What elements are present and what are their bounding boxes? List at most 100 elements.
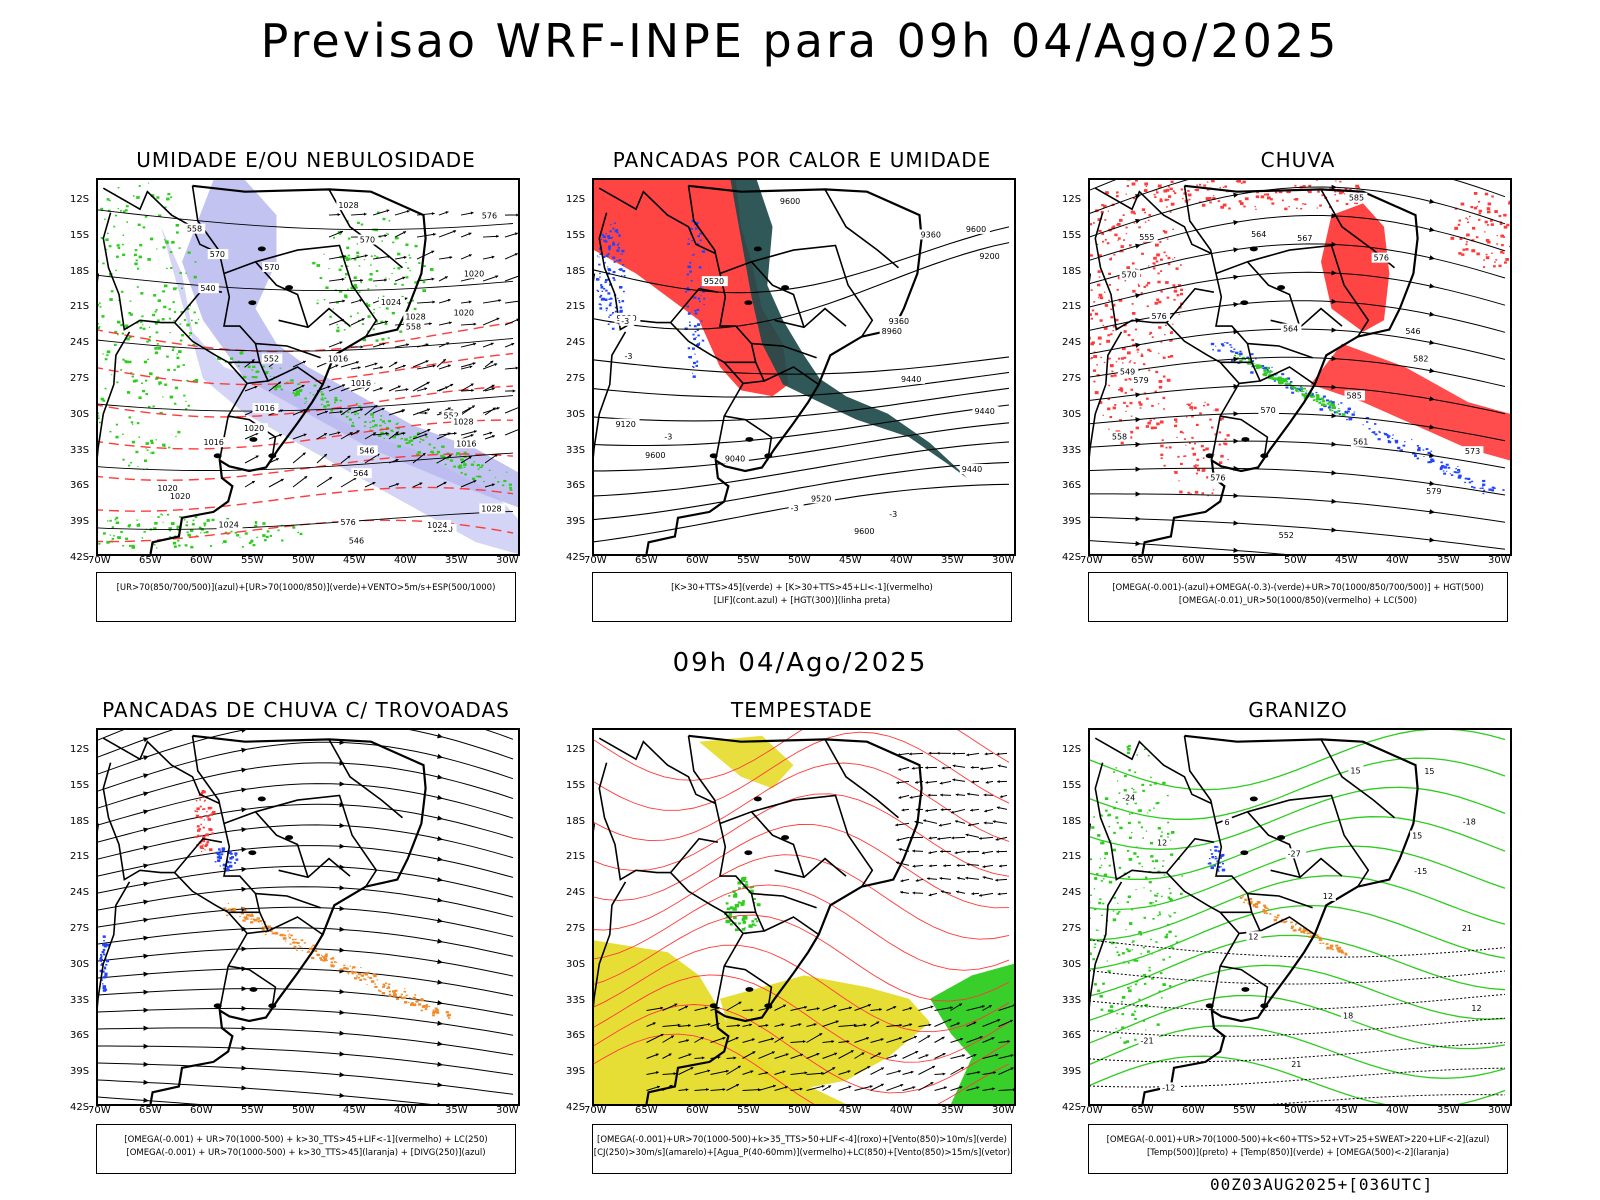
omega-strong-area: [1308, 395, 1311, 397]
wind-vector: [372, 432, 389, 436]
temp-850-contour: [1116, 780, 1119, 782]
temp-850-contour: [1108, 880, 1113, 884]
lifted-index-contour: [605, 310, 608, 312]
humidity-low-level-area: [120, 290, 124, 293]
omega-area: [1346, 419, 1348, 421]
streamline: [1090, 180, 1506, 214]
longitude-tick-label: 40W: [890, 1105, 913, 1116]
coastline-east: [149, 734, 427, 1104]
omega-area: [1371, 431, 1374, 433]
humidity-low-level-area: [242, 375, 247, 379]
latitude-tick-label: 27S: [70, 923, 90, 934]
humidity-low-level-area: [170, 196, 173, 199]
rain-area: [1141, 252, 1144, 255]
temp-850-contour: [1107, 970, 1111, 973]
humidity-low-level-area: [98, 302, 101, 304]
rain-area: [1133, 222, 1136, 224]
omega-strong-area: [1270, 371, 1273, 373]
temp-850-contour: [1144, 1003, 1148, 1007]
rain-area: [1199, 412, 1202, 415]
wind-vector-head: [848, 1085, 852, 1089]
rain-area: [1186, 416, 1188, 418]
rain-area: [1107, 334, 1111, 337]
lifted-index-contour: [617, 246, 620, 249]
rain-area: [1135, 180, 1138, 182]
wind-850-area: [726, 907, 731, 911]
humidity-low-level-area: [388, 220, 391, 222]
streamline-arrow: [437, 897, 443, 903]
humidity-low-level-area: [405, 276, 409, 279]
temp-850-contour: [1112, 918, 1117, 922]
rain-area: [1139, 407, 1142, 409]
wind-vector-head: [898, 767, 902, 771]
humidity-low-level-area: [122, 234, 125, 236]
wind-vector: [292, 475, 308, 488]
streamline-arrow: [1429, 198, 1435, 204]
humidity-low-level-area: [272, 385, 275, 387]
humidity-low-level-area: [345, 273, 348, 276]
moisture-contour: [594, 1033, 1010, 1104]
latitude-tick-label: 36S: [70, 1030, 90, 1042]
rain-area: [1179, 430, 1183, 434]
contour-label-bg: [1410, 830, 1426, 841]
wind-vector-head: [750, 1008, 754, 1012]
temp-850-contour: [1104, 852, 1108, 855]
state-border: [751, 892, 817, 909]
hail-index-area: [1216, 846, 1219, 848]
contour-label-bg: [1137, 231, 1158, 242]
omega-area: [1299, 389, 1303, 392]
wind-vector-head: [927, 793, 931, 797]
rain-area: [1117, 357, 1121, 360]
omega-strong-area: [1341, 413, 1346, 416]
rain-area: [1243, 205, 1246, 208]
thunderstorm-area: [369, 977, 373, 979]
humidity-low-level-area: [142, 389, 146, 393]
wind-vector-head: [496, 406, 500, 410]
omega-500-area: [1274, 916, 1276, 918]
temp-850-contour: [1117, 954, 1121, 957]
wind-vector-head: [381, 407, 385, 411]
wind-vector-head: [496, 317, 500, 321]
longitude-tick-label: 35W: [941, 555, 964, 566]
humidity-low-level-area: [247, 365, 251, 368]
omega-strong-area: [1313, 395, 1316, 397]
humidity-low-level-area: [375, 320, 378, 323]
humidity-low-level-area: [154, 311, 157, 313]
rain-area: [1106, 242, 1110, 245]
rain-area: [1218, 431, 1222, 434]
rain-area: [1160, 270, 1163, 272]
wind-vector-head: [952, 778, 956, 782]
rain-area: [1200, 444, 1204, 448]
thunderstorm-strong-area: [203, 808, 206, 810]
wind-vector-head: [498, 298, 502, 303]
omega-500-area: [1298, 928, 1302, 931]
humidity-low-level-area: [193, 311, 196, 314]
humidity-low-level-area: [401, 295, 404, 298]
contour-label: 1020: [244, 424, 264, 433]
humidity-low-level-area: [120, 531, 123, 533]
humidity-low-level-area: [419, 441, 421, 443]
temp-850-contour: [1127, 876, 1131, 878]
thunderstorm-area: [366, 983, 368, 985]
rain-area: [1147, 281, 1151, 285]
hail-index-area: [1208, 862, 1212, 865]
streamline: [98, 947, 514, 977]
contour-label-bg: [1344, 390, 1366, 401]
rain-area: [1254, 206, 1256, 208]
wind-vector-head: [489, 431, 493, 435]
wind-vector-head: [936, 751, 940, 755]
humidity-low-level-area: [164, 206, 167, 209]
humidity-low-level-area: [105, 238, 109, 242]
rain-area: [1125, 233, 1128, 235]
humidity-low-level-area: [280, 388, 283, 391]
wind-vector: [726, 1001, 742, 1011]
rain-area: [1201, 469, 1205, 472]
wind-vector-head: [706, 1088, 709, 1092]
wind-vector-head: [938, 823, 942, 827]
humidity-low-level-area: [337, 326, 340, 329]
temp-850-contour: [1158, 911, 1161, 913]
wind-vector-head: [804, 1071, 808, 1075]
humidity-low-level-area: [127, 525, 131, 528]
omega-strong-area: [1321, 403, 1324, 405]
humidity-low-level-area: [138, 185, 141, 187]
